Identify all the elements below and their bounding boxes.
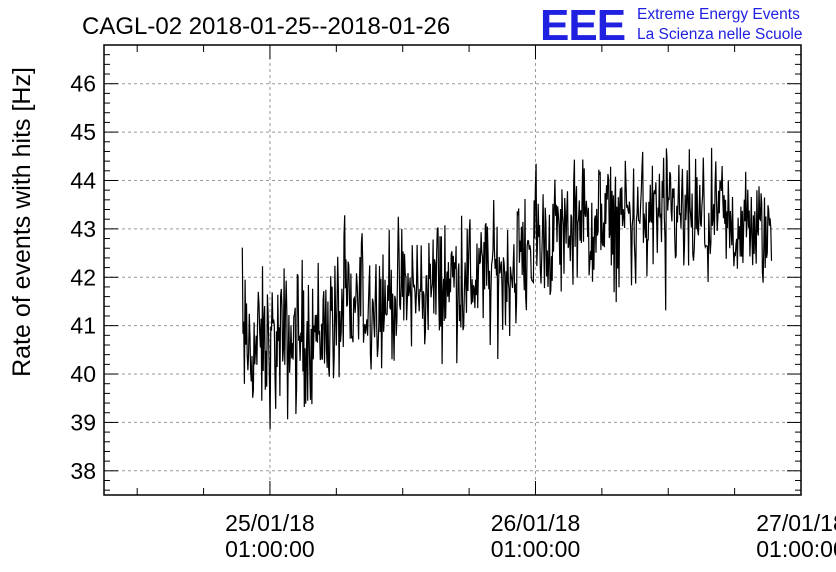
x-tick-label-date: 27/01/18 (756, 510, 836, 536)
y-tick-label: 40 (70, 361, 96, 387)
y-tick-labels: 38 39 40 41 42 43 44 45 46 (70, 71, 96, 484)
y-tick-label: 39 (70, 409, 96, 435)
x-tick-label-time: 01:00:00 (756, 536, 836, 562)
y-tick-label: 45 (70, 119, 96, 145)
x-tick-label-time: 01:00:00 (491, 536, 581, 562)
axis-ticks (104, 44, 802, 495)
logo-letters: EEE (540, 1, 625, 50)
y-tick-label: 42 (70, 264, 96, 290)
y-tick-label: 41 (70, 313, 96, 339)
logo-line2: La Scienza nelle Scuole (637, 26, 802, 43)
x-tick-label-date: 26/01/18 (491, 510, 581, 536)
series-layer (241, 147, 773, 430)
y-tick-label: 44 (70, 167, 96, 193)
y-axis-label: Rate of events with hits [Hz] (8, 67, 36, 377)
plot-frame (103, 44, 802, 496)
x-tick-label-time: 01:00:00 (225, 536, 315, 562)
eee-logo: EEE Extreme Energy Events La Scienza nel… (540, 1, 802, 50)
y-tick-label: 46 (70, 71, 96, 97)
logo-line1: Extreme Energy Events (637, 6, 800, 23)
chart-title: CAGL-02 2018-01-25--2018-01-26 (82, 13, 450, 40)
grid-lines (104, 45, 802, 495)
x-tick-labels: 25/01/1801:00:0026/01/1801:00:0027/01/18… (225, 510, 836, 562)
x-tick-label-date: 25/01/18 (225, 510, 315, 536)
y-tick-label: 38 (70, 458, 96, 484)
y-tick-label: 43 (70, 216, 96, 242)
rate-series-line (241, 147, 773, 430)
